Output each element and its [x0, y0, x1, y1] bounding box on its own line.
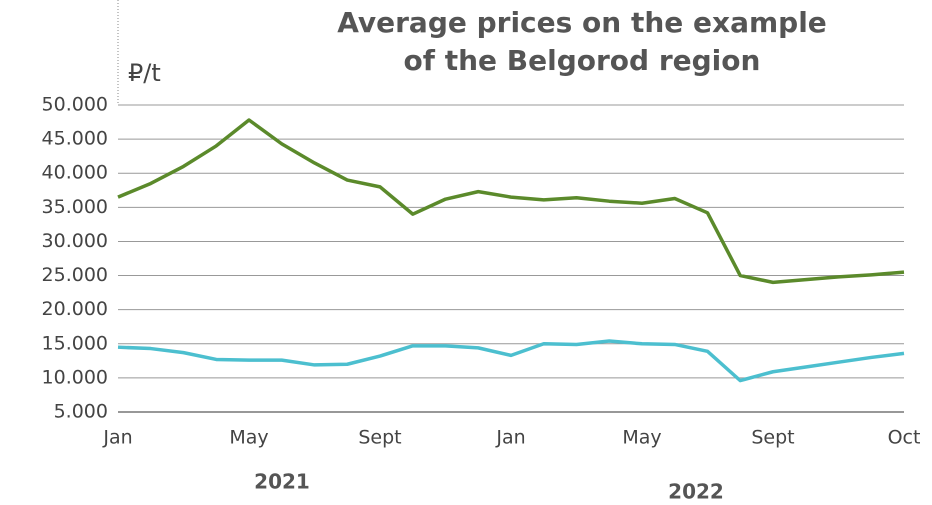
year-label: 2021 [254, 470, 310, 494]
y-tick-label: 5.000 [54, 401, 108, 423]
y-tick-label: 50.000 [42, 94, 108, 116]
y-tick-label: 30.000 [42, 230, 108, 252]
y-tick-label: 25.000 [42, 264, 108, 286]
x-tick-label: Sept [358, 427, 401, 449]
x-tick-label: Jan [495, 427, 525, 449]
y-axis-label: ₽/t [128, 59, 161, 87]
y-tick-label: 35.000 [42, 196, 108, 218]
x-tick-label: Oct [888, 427, 921, 449]
y-tick-label: 20.000 [42, 298, 108, 320]
x-tick-label: May [622, 427, 661, 449]
chart-title: Average prices on the example [337, 6, 827, 39]
x-tick-label: Sept [751, 427, 794, 449]
y-tick-label: 10.000 [42, 366, 108, 388]
y-tick-label: 45.000 [42, 128, 108, 150]
series-line [117, 339, 905, 383]
year-label: 2022 [668, 480, 724, 504]
chart-title: of the Belgorod region [404, 44, 761, 77]
x-tick-label: May [229, 427, 268, 449]
series-line [117, 118, 905, 285]
x-tick-label: Jan [102, 427, 132, 449]
y-tick-label: 40.000 [42, 162, 108, 184]
y-tick-label: 15.000 [42, 332, 108, 354]
